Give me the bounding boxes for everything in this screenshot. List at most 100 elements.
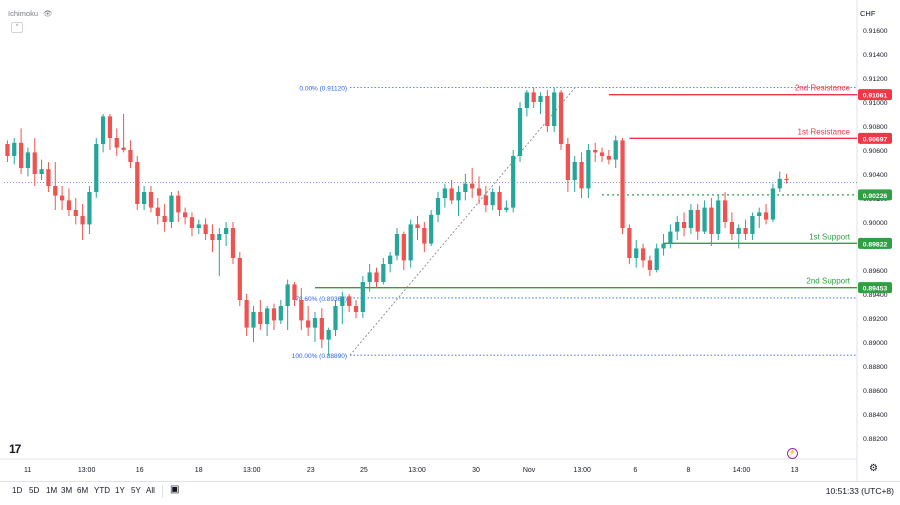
timeframe-1d[interactable]: 1D bbox=[12, 486, 23, 495]
candle-body bbox=[709, 207, 714, 234]
price-badge bbox=[858, 237, 892, 249]
timeframe-ytd[interactable]: YTD bbox=[94, 486, 110, 495]
candle-body bbox=[128, 150, 133, 162]
price-tick-label: 0.90000 bbox=[863, 220, 888, 227]
lightning-icon[interactable]: ⚡ bbox=[787, 448, 798, 459]
candle-body bbox=[517, 108, 523, 156]
candle-body bbox=[59, 195, 65, 201]
candle-body bbox=[627, 228, 632, 258]
price-badge-text: 0.89822 bbox=[863, 241, 888, 248]
price-badge bbox=[858, 189, 892, 201]
level-label: 1st Support bbox=[809, 232, 851, 241]
timeframe-1m[interactable]: 1M bbox=[46, 486, 58, 495]
price-badge-text: 0.90697 bbox=[863, 136, 888, 143]
tradingview-logo: 17 bbox=[9, 442, 21, 456]
candle-body bbox=[681, 222, 687, 228]
indicator-name: Ichimoku bbox=[8, 9, 39, 18]
candle-body bbox=[572, 162, 577, 180]
timeframe-all[interactable]: All bbox=[146, 486, 155, 495]
calendar-range-icon[interactable]: ▣ bbox=[170, 484, 180, 495]
time-tick-label: 13:00 bbox=[573, 467, 591, 474]
candle-body bbox=[114, 138, 119, 148]
candle-body bbox=[545, 96, 550, 126]
candle-body bbox=[189, 217, 195, 228]
candle-body bbox=[333, 306, 338, 330]
timeframe-1y[interactable]: 1Y bbox=[115, 486, 125, 495]
candle-body bbox=[196, 224, 201, 228]
candle-body bbox=[729, 222, 735, 234]
timeframe-6m[interactable]: 6M bbox=[77, 486, 89, 495]
price-tick-label: 0.91600 bbox=[863, 28, 888, 35]
price-tick-label: 0.90600 bbox=[863, 148, 888, 155]
price-tick-label: 0.91200 bbox=[863, 76, 888, 83]
candle-body bbox=[169, 195, 174, 222]
candle-body bbox=[217, 234, 222, 240]
candle-body bbox=[162, 216, 167, 222]
candle-body bbox=[94, 144, 99, 192]
candle-body bbox=[613, 140, 618, 160]
candle-body bbox=[230, 228, 236, 258]
candle-body bbox=[784, 178, 789, 180]
candle-body bbox=[552, 92, 557, 126]
fib-trend-line bbox=[349, 87, 576, 356]
candle-body bbox=[258, 312, 263, 324]
candle-body bbox=[702, 207, 707, 232]
candle-body bbox=[538, 96, 543, 102]
candle-body bbox=[599, 152, 605, 156]
candle-body bbox=[463, 183, 468, 192]
candle-body bbox=[374, 272, 379, 282]
time-tick-label: 8 bbox=[686, 467, 690, 474]
candle-body bbox=[586, 150, 591, 189]
fib-level-label: 78.60% (0.89367) bbox=[295, 296, 347, 303]
price-tick-label: 0.89200 bbox=[863, 316, 888, 323]
price-tick-label: 0.88200 bbox=[863, 436, 888, 443]
candle-body bbox=[135, 162, 140, 204]
price-tick-label: 0.91400 bbox=[863, 52, 888, 59]
candle-body bbox=[668, 231, 673, 244]
candle-body bbox=[183, 212, 188, 218]
candle-body bbox=[606, 156, 611, 160]
candle-body bbox=[531, 92, 536, 102]
candle-body bbox=[408, 224, 413, 261]
toolbar-divider bbox=[162, 485, 163, 498]
candle-body bbox=[442, 188, 447, 198]
candle-body bbox=[306, 320, 311, 328]
candle-body bbox=[736, 228, 741, 234]
candle-body bbox=[743, 228, 748, 234]
candle-body bbox=[579, 162, 584, 189]
candle-body bbox=[278, 306, 283, 321]
level-label: 1st Resistance bbox=[798, 127, 851, 136]
collapse-legend-button[interactable]: ^ bbox=[11, 22, 23, 33]
price-tick-label: 0.89600 bbox=[863, 268, 888, 275]
candle-body bbox=[107, 116, 113, 138]
candle-body bbox=[176, 195, 181, 213]
candle-body bbox=[121, 147, 126, 150]
candle-body bbox=[394, 234, 400, 256]
clock-readout: 10:51:33 (UTC+8) bbox=[825, 486, 894, 496]
timeframe-5y[interactable]: 5Y bbox=[131, 486, 141, 495]
candle-body bbox=[53, 186, 58, 196]
time-tick-label: 13 bbox=[791, 467, 799, 474]
price-badge bbox=[858, 132, 892, 144]
timeframe-5d[interactable]: 5D bbox=[29, 486, 40, 495]
candle-body bbox=[39, 169, 44, 174]
candle-body bbox=[155, 207, 160, 216]
candle-body bbox=[722, 200, 728, 222]
candle-body bbox=[429, 214, 434, 244]
candle-body bbox=[271, 308, 277, 321]
candle-body bbox=[347, 296, 352, 306]
eye-off-icon[interactable]: 👁︎ bbox=[43, 9, 53, 18]
candle-body bbox=[401, 234, 406, 261]
time-tick-label: 14:00 bbox=[733, 467, 751, 474]
settings-gear-icon[interactable]: ⚙ bbox=[869, 463, 878, 474]
time-tick-label: 13:00 bbox=[243, 467, 261, 474]
candle-body bbox=[299, 300, 304, 321]
price-badge bbox=[858, 282, 892, 294]
indicator-legend[interactable]: Ichimoku 👁︎ bbox=[8, 9, 53, 18]
level-label: 2nd Resistance bbox=[795, 84, 851, 93]
timeframe-3m[interactable]: 3M bbox=[61, 486, 73, 495]
price-badge-text: 0.89453 bbox=[863, 286, 888, 293]
candle-body bbox=[388, 255, 393, 264]
candle-body bbox=[654, 248, 659, 270]
